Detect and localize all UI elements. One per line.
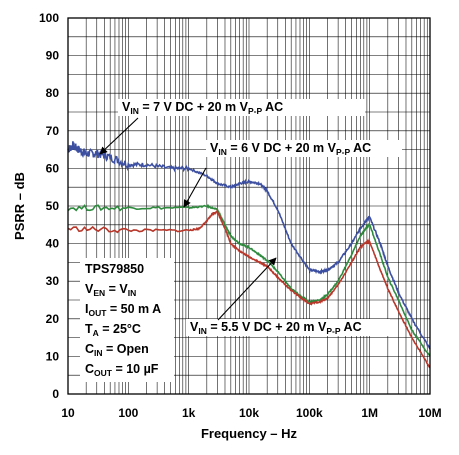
condition-line-2: VEN = VIN: [85, 282, 136, 298]
series-line-3: [67, 208, 431, 369]
x-tick-label: 1k: [182, 406, 196, 420]
x-tick-label: 1M: [361, 406, 378, 420]
annotation-label-2: VIN = 6 V DC + 20 m VP-P AC: [210, 141, 371, 157]
x-tick-label: 10: [61, 406, 75, 420]
y-tick-label: 30: [46, 274, 60, 288]
annotation-arrow: [217, 257, 277, 321]
annotations: VIN = 7 V DC + 20 m VP-P AC VIN = 6 V DC …: [80, 99, 402, 382]
conditions-background: [80, 258, 174, 382]
y-tick-label: 60: [46, 161, 60, 175]
y-tick-label: 40: [46, 237, 60, 251]
annotation-label-1: VIN = 7 V DC + 20 m VP-P AC: [122, 100, 283, 116]
y-tick-label: 100: [39, 11, 59, 25]
condition-line-1: TPS79850: [85, 262, 144, 276]
x-tick-label: 10M: [418, 406, 441, 420]
y-tick-label: 0: [52, 387, 59, 401]
annotation-arrow: [99, 117, 139, 155]
y-tick-label: 90: [46, 49, 60, 63]
condition-line-5: CIN = Open: [85, 342, 149, 358]
y-tick-label: 80: [46, 86, 60, 100]
annotation-label-3: VIN = 5.5 V DC + 20 m VP-P AC: [190, 320, 362, 336]
y-tick-label: 70: [46, 124, 60, 138]
y-tick-label: 20: [46, 312, 60, 326]
condition-line-3: IOUT = 50 m A: [85, 302, 161, 318]
series-layer: [67, 141, 431, 369]
plot-frame: [67, 17, 431, 395]
x-axis-label: Frequency – Hz: [201, 426, 298, 441]
condition-line-4: TA = 25°C: [85, 322, 141, 338]
series-line-1: [67, 141, 431, 350]
x-tick-label: 100: [118, 406, 138, 420]
x-tick-label: 100k: [296, 406, 323, 420]
series-line-2: [67, 203, 431, 357]
y-tick-label: 50: [46, 199, 60, 213]
y-axis-label: PSRR – dB: [12, 172, 27, 240]
annotation-background: [186, 319, 390, 336]
y-tick-label: 10: [46, 349, 60, 363]
annotation-background: [206, 140, 402, 157]
condition-line-6: COUT = 10 µF: [85, 362, 159, 378]
annotation-background: [118, 99, 365, 116]
annotation-arrow: [183, 167, 207, 208]
x-tick-label: 10k: [239, 406, 259, 420]
